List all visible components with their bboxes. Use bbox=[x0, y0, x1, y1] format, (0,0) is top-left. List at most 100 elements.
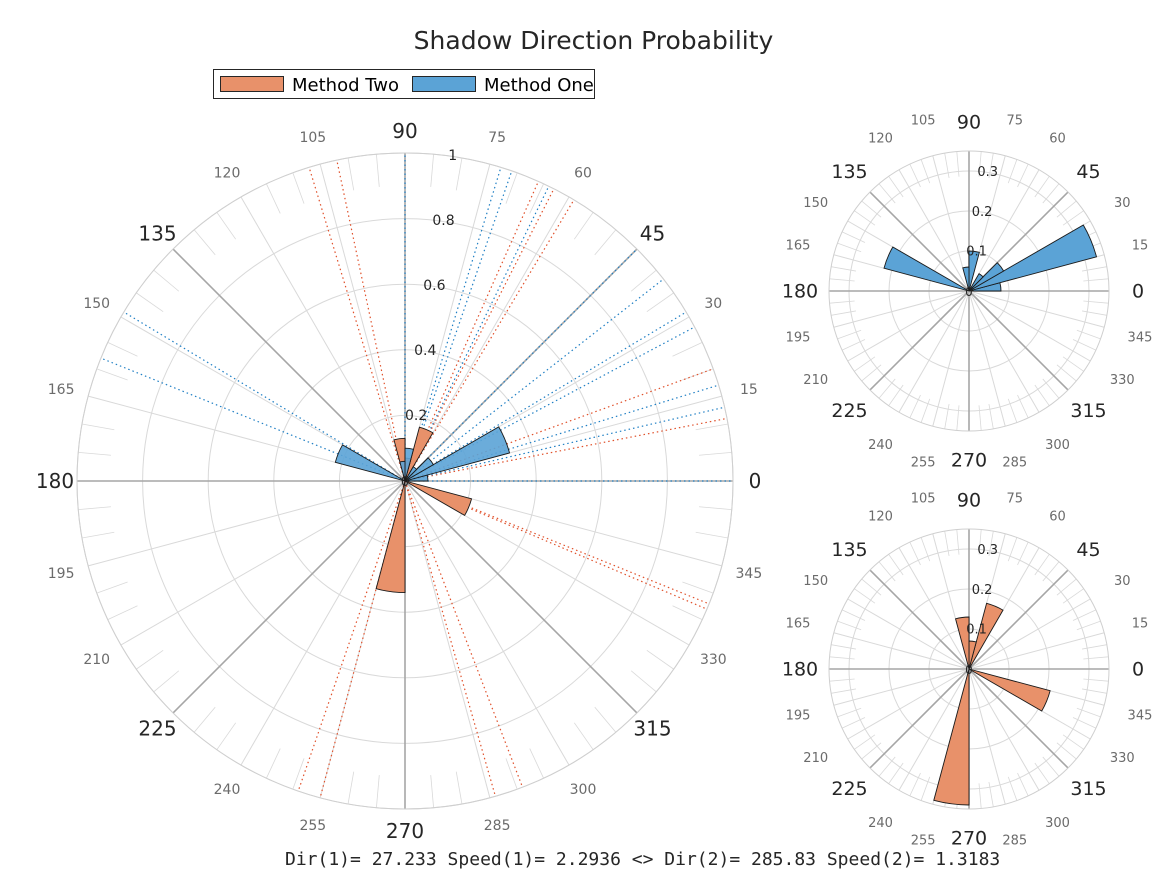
minor-angle-gridline bbox=[888, 176, 904, 198]
minor-angle-gridline bbox=[854, 734, 876, 750]
minor-angle-gridline bbox=[594, 229, 617, 256]
minor-angle-gridline bbox=[1081, 310, 1107, 316]
reference-line-method-one bbox=[123, 311, 406, 482]
polar-axes-method-one: 0.1 0.2 0.3 0 0 45 90 135 180 225 270 315 15 30 60 75 10… bbox=[782, 112, 1153, 472]
angle-spoke bbox=[898, 547, 970, 670]
minor-angle-gridline bbox=[1081, 266, 1107, 272]
minor-angle-gridline bbox=[1083, 678, 1109, 682]
angle-label-minor: 210 bbox=[803, 373, 828, 388]
major-spoke bbox=[172, 480, 406, 714]
major-spoke bbox=[172, 248, 406, 482]
outer-boundary bbox=[828, 150, 1110, 432]
minor-angle-gridline bbox=[266, 183, 281, 214]
major-spoke bbox=[869, 290, 970, 391]
angle-label-minor: 240 bbox=[214, 782, 241, 798]
reference-line-method-one bbox=[404, 248, 638, 482]
minor-angle-gridline bbox=[841, 339, 866, 351]
minor-angle-gridline bbox=[699, 452, 732, 456]
minor-angle-gridline bbox=[1072, 609, 1097, 621]
minor-angle-gridline bbox=[505, 172, 518, 204]
angle-spoke bbox=[833, 668, 970, 706]
minor-angle-gridline bbox=[920, 776, 931, 801]
minor-angle-gridline bbox=[837, 329, 862, 340]
angle-label-major: 270 bbox=[951, 828, 987, 850]
major-spoke bbox=[968, 569, 1069, 670]
histogram-wedge-method-one bbox=[968, 273, 984, 292]
angle-spoke bbox=[898, 169, 970, 292]
angle-label-minor: 300 bbox=[570, 782, 597, 798]
histogram-wedge-method-two bbox=[404, 480, 473, 517]
minor-angle-gridline bbox=[81, 531, 115, 539]
minor-angle-gridline bbox=[573, 212, 594, 240]
histogram-wedge-method-one bbox=[404, 426, 511, 482]
minor-angle-gridline bbox=[347, 771, 355, 805]
minor-angle-gridline bbox=[376, 775, 380, 808]
major-spoke bbox=[968, 290, 1069, 391]
chart-title: Shadow Direction Probability bbox=[413, 26, 774, 55]
minor-angle-gridline bbox=[1062, 210, 1084, 226]
minor-angle-gridline bbox=[1076, 707, 1101, 718]
histogram-wedge-method-one bbox=[404, 466, 418, 482]
minor-angle-gridline bbox=[153, 269, 180, 292]
angle-spoke bbox=[240, 480, 406, 766]
angle-label-major: 90 bbox=[957, 112, 981, 134]
minor-angle-gridline bbox=[107, 342, 138, 357]
minor-angle-gridline bbox=[292, 758, 305, 790]
histogram-wedge-method-one bbox=[399, 460, 406, 482]
reference-line-method-one bbox=[404, 311, 687, 482]
legend-swatch-method-one bbox=[412, 76, 476, 92]
reference-line-method-two bbox=[404, 480, 524, 788]
angle-spoke bbox=[833, 290, 970, 328]
minor-angle-gridline bbox=[831, 310, 857, 316]
minor-angle-gridline bbox=[831, 644, 857, 650]
angle-label-minor: 345 bbox=[1128, 708, 1153, 723]
angle-label-major: 45 bbox=[1076, 161, 1100, 183]
minor-angle-gridline bbox=[573, 722, 594, 750]
histogram-wedge-method-one bbox=[968, 262, 1005, 292]
radial-tick-label: 0.3 bbox=[977, 543, 998, 558]
minor-angle-gridline bbox=[1017, 772, 1029, 797]
angle-spoke bbox=[968, 598, 1091, 670]
direction-speed-readout: Dir(1)= 27.233 Speed(1)= 2.2936 <> Dir(2… bbox=[285, 849, 1001, 870]
minor-angle-gridline bbox=[96, 581, 128, 594]
angle-label-major: 45 bbox=[1076, 539, 1100, 561]
angle-label-major: 0 bbox=[749, 469, 762, 493]
angle-label-minor: 255 bbox=[911, 834, 936, 849]
histogram-wedge-method-two bbox=[404, 426, 434, 482]
minor-angle-gridline bbox=[630, 269, 657, 292]
minor-angle-gridline bbox=[529, 748, 544, 779]
minor-angle-gridline bbox=[988, 781, 994, 807]
minor-angle-gridline bbox=[1081, 688, 1107, 694]
reference-line-method-two bbox=[404, 199, 575, 482]
minor-angle-gridline bbox=[1007, 159, 1018, 184]
angle-spoke bbox=[319, 164, 406, 482]
angle-label-minor: 105 bbox=[911, 492, 936, 507]
minor-angle-gridline bbox=[956, 405, 960, 431]
angle-label-major: 0 bbox=[1132, 659, 1144, 681]
angle-label-minor: 30 bbox=[1114, 196, 1131, 211]
minor-angle-gridline bbox=[861, 742, 882, 760]
histogram-wedge-method-two bbox=[375, 480, 406, 593]
minor-angle-gridline bbox=[136, 292, 164, 313]
minor-angle-gridline bbox=[193, 706, 216, 733]
angle-label-minor: 285 bbox=[1002, 456, 1027, 471]
minor-angle-gridline bbox=[1056, 578, 1077, 596]
minor-angle-gridline bbox=[920, 398, 931, 423]
angle-label-major: 90 bbox=[392, 119, 417, 143]
radial-tick-label: 0.2 bbox=[972, 205, 993, 220]
polar-axes-method-two: 0.1 0.2 0.3 0 0 45 90 135 180 225 270 315 15 30 60 75 10… bbox=[782, 490, 1153, 850]
angle-label-major: 180 bbox=[782, 659, 818, 681]
minor-angle-gridline bbox=[107, 605, 138, 620]
histogram-wedge-method-one bbox=[334, 444, 406, 482]
minor-angle-gridline bbox=[1042, 183, 1060, 204]
angle-label-major: 225 bbox=[831, 778, 867, 800]
radial-tick-label: 0.3 bbox=[977, 165, 998, 180]
angle-spoke bbox=[833, 632, 970, 670]
angle-label-major: 90 bbox=[957, 490, 981, 512]
minor-angle-gridline bbox=[1056, 200, 1077, 218]
angle-label-minor: 330 bbox=[700, 652, 727, 668]
minor-angle-gridline bbox=[594, 706, 617, 733]
radial-tick-label: 0.2 bbox=[972, 583, 993, 598]
minor-angle-gridline bbox=[672, 605, 703, 620]
